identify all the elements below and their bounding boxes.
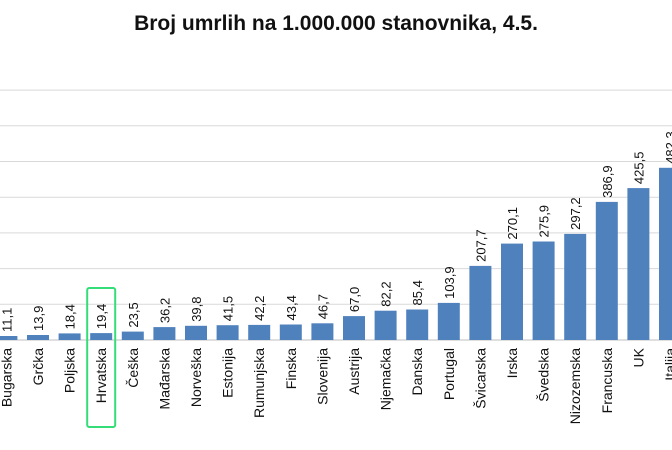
category-label: Poljska: [62, 348, 78, 393]
data-label: 39,8: [189, 296, 204, 321]
chart-title: Broj umrlih na 1.000.000 stanovnika, 4.5…: [134, 12, 538, 35]
category-label: Austrija: [346, 348, 362, 395]
bar: [532, 241, 555, 340]
category-label: Italija: [662, 348, 672, 381]
category-label: Bugarska: [0, 348, 14, 407]
data-label: 43,4: [284, 295, 299, 320]
bar: [564, 233, 587, 340]
data-label: 297,2: [568, 197, 583, 230]
data-label: 386,9: [600, 165, 615, 198]
category-label: Češka: [125, 348, 141, 388]
data-label: 36,2: [157, 298, 172, 323]
category-label: Norveška: [188, 348, 204, 407]
category-label: Njemačka: [378, 348, 394, 410]
category-label: Slovenija: [314, 348, 330, 405]
data-label: 46,7: [315, 294, 330, 319]
bar: [311, 323, 334, 340]
category-label: Grčka: [30, 348, 46, 386]
data-label: 275,9: [537, 205, 552, 238]
bar: [406, 309, 429, 340]
bar: [343, 316, 365, 340]
data-label: 18,4: [63, 304, 78, 329]
bar: [90, 333, 113, 340]
data-label: 19,4: [94, 304, 109, 329]
data-label: 13,9: [31, 306, 46, 331]
category-label: Francuska: [599, 348, 615, 414]
data-label: 425,5: [631, 152, 646, 185]
bar: [248, 324, 271, 340]
data-label: 207,7: [473, 229, 488, 262]
category-label: Finska: [283, 348, 299, 389]
bar: [185, 325, 207, 340]
data-label: 42,2: [252, 296, 267, 321]
category-label: Irska: [504, 348, 520, 379]
bar: [279, 324, 302, 340]
category-label: Danska: [409, 348, 425, 396]
data-label: 82,2: [379, 281, 394, 306]
category-label: Nizozemska: [567, 348, 583, 424]
category-label: Estonija: [220, 348, 236, 398]
category-label: Rumunjska: [251, 348, 267, 418]
bar: [374, 310, 397, 340]
bar: [501, 243, 523, 340]
category-label: Portugal: [441, 348, 457, 400]
data-label: 67,0: [347, 287, 362, 312]
bar: [627, 188, 650, 340]
bar: [216, 325, 239, 340]
data-label: 23,5: [126, 302, 141, 327]
bar: [437, 302, 460, 340]
bar: [153, 327, 176, 340]
category-label: Hrvatska: [93, 348, 109, 403]
data-label: 11,1: [0, 308, 14, 332]
data-label: 85,4: [410, 280, 425, 305]
bar: [659, 167, 672, 340]
bar: [595, 201, 618, 340]
data-label: 41,5: [221, 296, 236, 321]
data-label: 103,9: [442, 266, 457, 299]
highlight-box: [86, 287, 117, 428]
category-label: Švicarska: [472, 348, 488, 409]
data-label: 270,1: [505, 207, 520, 240]
category-label: Švedska: [536, 348, 552, 402]
bar: [121, 331, 144, 340]
category-label: Mađarska: [156, 348, 172, 410]
category-label: UK: [630, 347, 646, 367]
bar: [58, 333, 81, 340]
bar: [0, 336, 18, 340]
bar: [27, 335, 49, 340]
data-label: 482,3: [663, 131, 672, 164]
bar: [469, 265, 492, 340]
